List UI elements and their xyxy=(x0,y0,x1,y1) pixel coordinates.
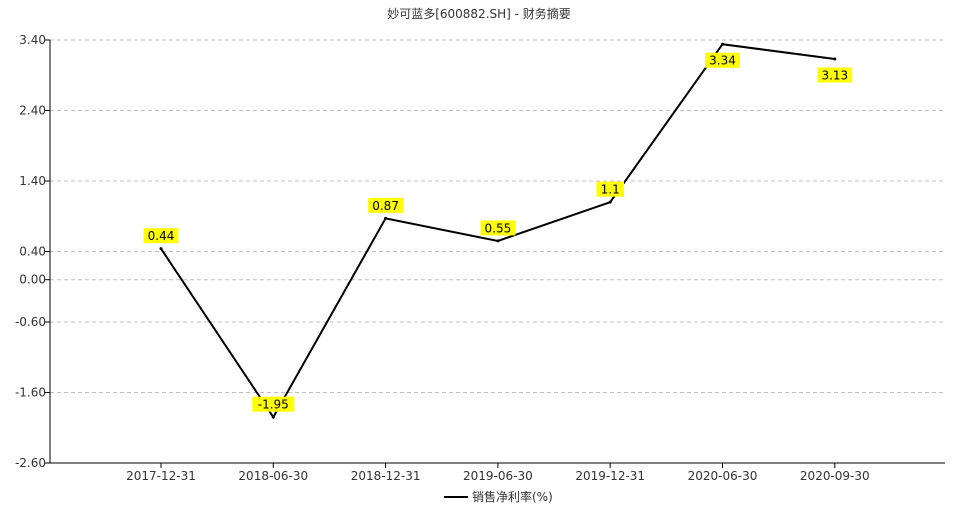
data-point xyxy=(608,200,612,204)
data-label-bg xyxy=(252,396,295,412)
data-label-bg xyxy=(817,67,853,83)
data-point xyxy=(271,415,275,419)
data-label-bg xyxy=(596,181,624,197)
y-tick-label: 2.40 xyxy=(19,104,46,118)
y-tick-label: 0.40 xyxy=(19,245,46,259)
data-label-text: 0.55 xyxy=(485,221,512,235)
data-label-text: 1.1 xyxy=(601,183,620,197)
x-tick-label: 2018-06-30 xyxy=(238,469,308,483)
data-label: 3.34 xyxy=(705,52,740,68)
data-label-text: 3.13 xyxy=(821,69,848,83)
data-label: 0.87 xyxy=(368,197,403,213)
data-label-text: 0.87 xyxy=(372,199,399,213)
series-layer xyxy=(159,42,837,420)
y-tick-label: -0.60 xyxy=(15,315,46,329)
data-label: 1.1 xyxy=(596,181,624,197)
y-tick-label: 1.40 xyxy=(19,174,46,188)
x-tick-label: 2020-06-30 xyxy=(688,469,758,483)
x-tick-label: 2019-12-31 xyxy=(575,469,645,483)
data-labels: 0.44 -1.95 0.87 0.55 1.1 3.34 3.13 xyxy=(143,52,853,412)
data-label: 0.55 xyxy=(480,220,516,236)
legend-label: 销售净利率(%) xyxy=(472,489,553,504)
data-point xyxy=(833,57,837,61)
y-tick-label: 0.00 xyxy=(19,273,46,287)
data-label: 0.44 xyxy=(143,228,179,244)
data-label-bg xyxy=(143,228,179,244)
data-point xyxy=(159,247,163,251)
data-label-text: 3.34 xyxy=(709,54,736,68)
data-label: 3.13 xyxy=(817,67,853,83)
y-tick-label: -2.60 xyxy=(15,456,46,470)
data-point xyxy=(721,42,724,46)
y-tick-label: -1.60 xyxy=(15,386,46,400)
gridlines xyxy=(50,39,945,464)
data-label-bg xyxy=(705,52,740,68)
x-axis-ticks: 2017-12-31 2018-06-30 2018-12-31 2019-06-30… xyxy=(126,463,870,483)
x-tick-label: 2018-12-31 xyxy=(351,469,421,483)
y-axis-ticks: 3.40 2.40 1.40 0.40 0.00 -0.60 -1.60 -2.60 xyxy=(15,33,50,470)
legend: 销售净利率(%) xyxy=(444,489,553,504)
x-tick-label: 2019-06-30 xyxy=(463,469,533,483)
y-tick-label: 3.40 xyxy=(19,33,46,47)
x-tick-label: 2020-09-30 xyxy=(800,469,870,483)
data-point xyxy=(496,239,500,243)
chart-title: 妙可蓝多[600882.SH] - 财务摘要 xyxy=(387,6,571,21)
x-tick-label: 2017-12-31 xyxy=(126,469,196,483)
data-label-text: -1.95 xyxy=(258,398,289,412)
data-label: -1.95 xyxy=(252,396,295,412)
data-label-bg xyxy=(480,220,516,236)
data-label-bg xyxy=(368,197,403,213)
data-label-text: 0.44 xyxy=(148,229,175,243)
data-point xyxy=(384,216,388,220)
